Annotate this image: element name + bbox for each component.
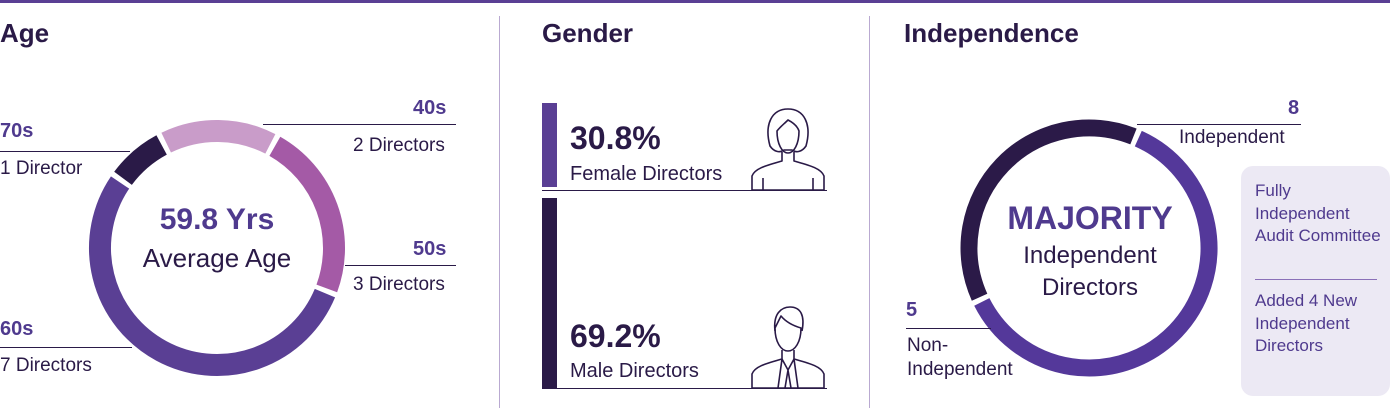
new-directors-note: Added 4 New Independent Directors <box>1255 291 1358 355</box>
independent-label: Independent <box>1179 127 1285 148</box>
age-value-70s: 1 Director <box>0 158 83 179</box>
age-slice-60s <box>89 176 336 376</box>
male-percent: 69.2% <box>570 318 661 354</box>
male-person-icon <box>751 306 825 389</box>
age-label-50s: 50s <box>413 238 447 260</box>
independent-slice <box>974 130 1218 377</box>
notes-divider <box>1255 279 1377 280</box>
age-label-40s: 40s <box>413 97 447 119</box>
age-value-40s: 2 Directors <box>353 135 445 156</box>
age-slice-70s <box>114 135 168 186</box>
independence-notes-box: Fully Independent Audit Committee Added … <box>1241 166 1390 396</box>
age-value-50s: 3 Directors <box>353 274 445 295</box>
independent-count: 8 <box>1288 97 1300 119</box>
female-label: Female Directors <box>570 163 723 185</box>
top-rule <box>0 0 1390 3</box>
average-age-label: Average Age <box>142 243 292 273</box>
leader-line <box>0 347 132 348</box>
male-label: Male Directors <box>570 360 699 382</box>
age-slice-40s <box>161 120 276 154</box>
majority-text: MAJORITY <box>1007 200 1173 236</box>
leader-line <box>1137 124 1301 125</box>
bar-baseline <box>542 388 827 389</box>
male-bar <box>542 198 557 388</box>
female-person-icon <box>751 108 825 191</box>
age-slice-50s <box>269 136 345 293</box>
leader-line <box>263 124 456 125</box>
age-label-70s: 70s <box>0 120 34 142</box>
gender-heading: Gender <box>542 18 634 48</box>
age-value-60s: 7 Directors <box>0 355 92 376</box>
leader-line <box>906 328 991 329</box>
leader-line <box>0 151 130 152</box>
age-heading: Age <box>0 18 50 48</box>
female-bar <box>542 103 557 188</box>
age-label-60s: 60s <box>0 318 34 340</box>
non-independent-label: Non-Independent <box>907 335 1013 380</box>
independence-heading: Independence <box>904 18 1079 48</box>
majority-label: Independent Directors <box>1023 242 1157 301</box>
age-donut-chart <box>89 120 345 376</box>
section-divider <box>499 16 500 408</box>
non-independent-slice <box>960 119 1137 301</box>
non-independent-count: 5 <box>906 299 918 321</box>
leader-line <box>345 265 456 266</box>
audit-committee-note: Fully Independent Audit Committee <box>1255 181 1381 245</box>
section-divider <box>869 16 870 408</box>
female-percent: 30.8% <box>570 120 661 156</box>
average-age-value: 59.8 Yrs <box>159 203 275 236</box>
bar-baseline <box>542 190 827 191</box>
